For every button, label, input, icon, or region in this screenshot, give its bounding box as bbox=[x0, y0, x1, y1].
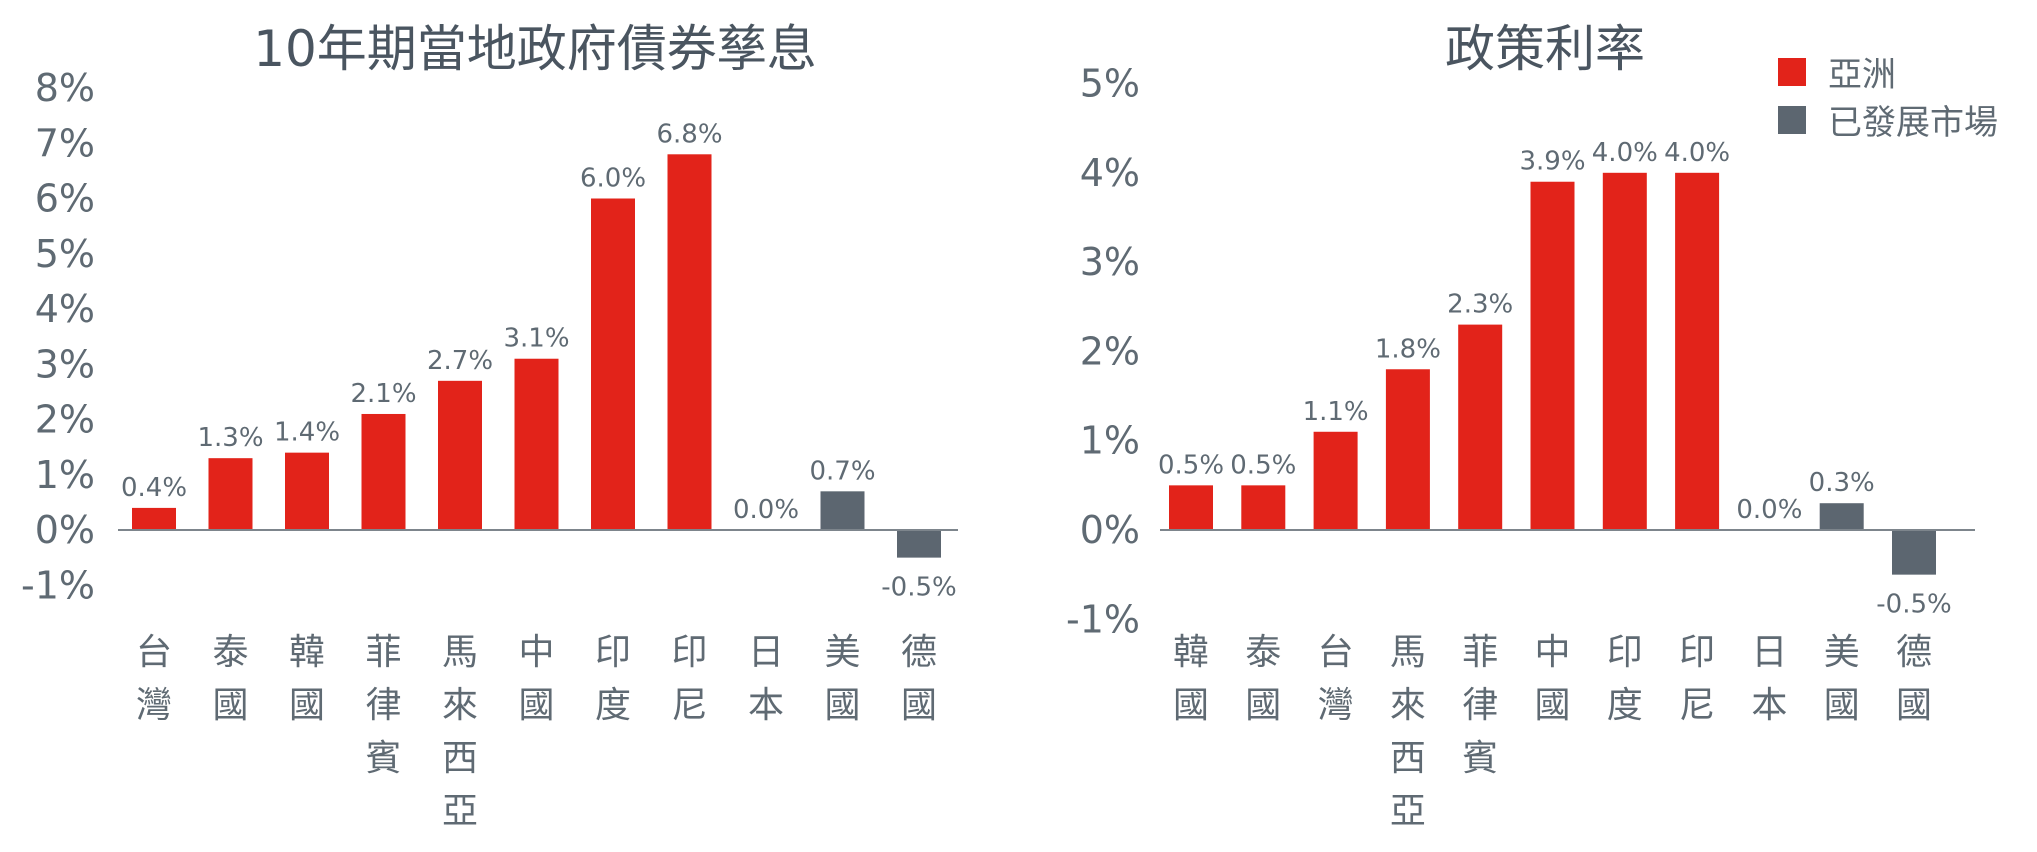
data-label: 1.3% bbox=[197, 423, 263, 453]
chart-title: 政策利率 bbox=[1445, 20, 1645, 78]
bar bbox=[1675, 172, 1720, 531]
x-tick-label: 台灣 bbox=[1318, 632, 1354, 726]
x-tick-label: 中國 bbox=[518, 632, 554, 726]
data-label: -0.5% bbox=[1876, 590, 1951, 620]
data-label: 6.8% bbox=[656, 119, 722, 149]
data-label: 6.0% bbox=[580, 164, 646, 194]
x-tick-label: 韓國 bbox=[289, 632, 325, 726]
legend-label-developed: 已發展市場 bbox=[1828, 103, 1998, 143]
x-tick-label: 德國 bbox=[1896, 632, 1932, 726]
data-label: 1.1% bbox=[1303, 397, 1369, 427]
x-tick-label: 日本 bbox=[748, 632, 784, 726]
policy-rate-chart: 政策利率 -1%0%1%2%3%4%5% 0.5% 0.5%1.1%1.8%2.3… bbox=[1066, 20, 1975, 832]
data-label: 4.0% bbox=[1664, 138, 1730, 168]
bar bbox=[361, 413, 406, 530]
data-label: 0.0% bbox=[733, 495, 799, 525]
x-tick-label: 德國 bbox=[901, 632, 937, 726]
data-label: 0.0% bbox=[1736, 495, 1802, 525]
legend-swatch-developed bbox=[1778, 106, 1806, 134]
y-tick-label: 2% bbox=[1080, 329, 1140, 373]
y-tick-label: 7% bbox=[35, 121, 95, 165]
bar bbox=[1530, 181, 1575, 531]
legend: 亞洲 已發展市場 bbox=[1778, 55, 1998, 143]
y-tick-label: 3% bbox=[1080, 240, 1140, 284]
bar bbox=[897, 530, 941, 558]
data-label: 2.3% bbox=[1447, 290, 1513, 320]
y-tick-label: 4% bbox=[1080, 151, 1140, 195]
bar bbox=[820, 491, 865, 530]
data-label: 4.0% bbox=[1592, 138, 1658, 168]
x-tick-label: 韓國 bbox=[1173, 632, 1209, 726]
bar bbox=[1241, 485, 1286, 530]
y-tick-label: 0% bbox=[1080, 508, 1140, 552]
y-tick-label: 4% bbox=[35, 287, 95, 331]
bar bbox=[1892, 530, 1936, 575]
legend-label-asia: 亞洲 bbox=[1828, 55, 1896, 95]
y-tick-label: 0% bbox=[35, 508, 95, 552]
x-tick-label: 泰國 bbox=[1245, 632, 1281, 726]
bar bbox=[132, 507, 176, 530]
bar bbox=[1313, 431, 1358, 530]
bar bbox=[285, 452, 329, 530]
y-tick-label: 5% bbox=[35, 232, 95, 276]
data-label: 2.7% bbox=[427, 346, 493, 376]
data-label: 0.5% bbox=[1230, 450, 1296, 480]
x-tick-label: 菲律賓 bbox=[1462, 632, 1498, 779]
chart-title: 10年期當地政府債券孳息 bbox=[253, 20, 817, 78]
y-tick-label: 3% bbox=[35, 342, 95, 386]
x-tick-label: 美國 bbox=[1824, 632, 1860, 726]
x-tick-label: 台灣 bbox=[136, 632, 172, 726]
bar bbox=[1169, 485, 1213, 530]
y-tick-label: 2% bbox=[35, 398, 95, 442]
data-label: -0.5% bbox=[881, 573, 956, 603]
data-label: 0.5% bbox=[1158, 450, 1224, 480]
x-tick-label: 日本 bbox=[1751, 632, 1787, 726]
bar bbox=[1602, 172, 1647, 531]
x-tick-label: 馬來西亞 bbox=[442, 632, 478, 832]
data-label: 2.1% bbox=[350, 379, 416, 409]
data-label: 1.8% bbox=[1375, 334, 1441, 364]
y-tick-label: -1% bbox=[21, 563, 95, 607]
data-label: 0.4% bbox=[121, 473, 187, 503]
bar bbox=[208, 458, 253, 530]
y-tick-label: 6% bbox=[35, 177, 95, 221]
y-tick-label: 5% bbox=[1080, 62, 1140, 106]
bar bbox=[1458, 324, 1503, 530]
bar bbox=[1385, 369, 1430, 530]
y-tick-label: -1% bbox=[1066, 597, 1140, 641]
y-tick-label: 1% bbox=[35, 453, 95, 497]
x-tick-label: 馬來西亞 bbox=[1390, 632, 1426, 832]
bond-yield-chart: 10年期當地政府債券孳息 -1% 0% 1% 2% 3% 4% 5% 6% 7% 8% 0.4% 1… bbox=[21, 20, 958, 832]
data-label: 3.9% bbox=[1519, 147, 1585, 177]
y-tick-label: 1% bbox=[1080, 419, 1140, 463]
data-label: 1.4% bbox=[274, 418, 340, 448]
x-tick-label: 美國 bbox=[824, 632, 860, 726]
x-tick-label: 菲律賓 bbox=[365, 632, 401, 779]
x-tick-label: 印度 bbox=[1607, 632, 1643, 726]
data-label: 0.3% bbox=[1809, 468, 1875, 498]
legend-swatch-asia bbox=[1778, 58, 1806, 86]
x-tick-label: 印尼 bbox=[671, 632, 707, 726]
bar bbox=[591, 198, 635, 530]
data-label: 0.7% bbox=[809, 456, 875, 486]
bar bbox=[514, 358, 559, 530]
x-tick-label: 中國 bbox=[1534, 632, 1570, 726]
bar bbox=[1819, 503, 1864, 530]
data-label: 3.1% bbox=[503, 324, 569, 354]
x-tick-label: 印尼 bbox=[1679, 632, 1715, 726]
bar bbox=[438, 380, 482, 530]
y-tick-label: 8% bbox=[35, 66, 95, 110]
x-tick-label: 印度 bbox=[595, 632, 631, 726]
bar bbox=[667, 154, 712, 531]
x-tick-label: 泰國 bbox=[212, 632, 248, 726]
